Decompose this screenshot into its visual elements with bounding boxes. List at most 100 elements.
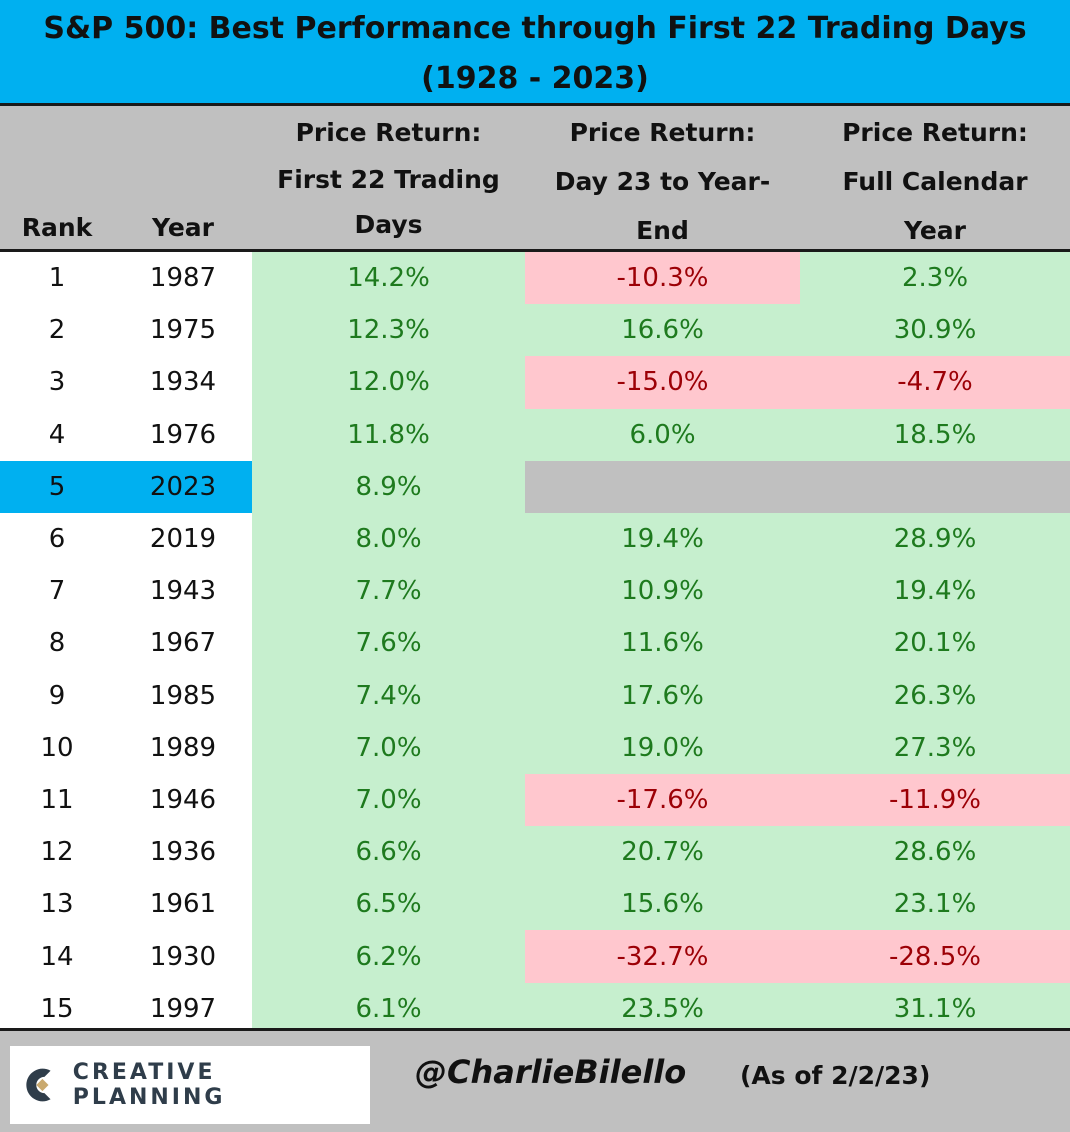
header-rank: Rank xyxy=(21,213,93,242)
cell-first22: 6.5% xyxy=(252,878,525,931)
cell-full: 27.3% xyxy=(800,721,1070,774)
table-row: 1 1987 14.2% -10.3% 2.3% xyxy=(0,252,1070,305)
table-row: 5 2023 8.9% xyxy=(0,460,1070,513)
cell-rank: 5 xyxy=(0,460,114,513)
cell-year: 1987 xyxy=(149,263,217,294)
cell-day23: 19.0% xyxy=(525,721,800,774)
table-row: 6 2019 8.0% 19.4% 28.9% xyxy=(0,512,1070,566)
cell-day23: 15.6% xyxy=(525,878,800,931)
table-row: 9 1985 7.4% 17.6% 26.3% xyxy=(0,669,1070,722)
cell-year: 1934 xyxy=(149,367,217,398)
cell-day23: -17.6% xyxy=(525,773,800,827)
table-row: 7 1943 7.7% 10.9% 19.4% xyxy=(0,565,1070,618)
cell-first22: 12.3% xyxy=(252,304,525,357)
cell-first22: 8.0% xyxy=(252,512,525,566)
table-row: 2 1975 12.3% 16.6% 30.9% xyxy=(0,304,1070,357)
cell-day23: 23.5% xyxy=(525,982,800,1035)
cell-full: 18.5% xyxy=(800,408,1070,461)
cell-rank: 14 xyxy=(40,941,74,972)
cell-year: 1930 xyxy=(149,941,217,972)
cell-year: 1985 xyxy=(149,680,217,711)
cell-rank: 4 xyxy=(48,419,66,450)
cell-full: 23.1% xyxy=(800,878,1070,931)
cell-year: 1946 xyxy=(149,784,217,815)
cell-year: 1976 xyxy=(149,419,217,450)
cell-rank: 13 xyxy=(40,889,74,920)
cell-full: 30.9% xyxy=(800,304,1070,357)
table-row: 3 1934 12.0% -15.0% -4.7% xyxy=(0,356,1070,409)
cell-day23: -32.7% xyxy=(525,930,800,983)
cell-first22: 6.2% xyxy=(252,930,525,983)
table-row: 14 1930 6.2% -32.7% -28.5% xyxy=(0,930,1070,983)
cell-rank: 6 xyxy=(48,524,66,555)
cell-rank: 2 xyxy=(48,315,66,346)
cell-first22: 12.0% xyxy=(252,356,525,409)
cell-first22: 7.0% xyxy=(252,773,525,827)
logo-mark-icon xyxy=(26,1068,51,1102)
cell-rank: 1 xyxy=(48,263,66,294)
cell-first22: 8.9% xyxy=(252,460,525,513)
twitter-handle: @CharlieBilello xyxy=(415,1053,687,1091)
cell-year: 1989 xyxy=(149,732,217,763)
cell-first22: 6.1% xyxy=(252,982,525,1035)
cell-year: 2023 xyxy=(114,460,252,513)
cell-rank: 10 xyxy=(40,732,74,763)
cell-first22: 7.0% xyxy=(252,721,525,774)
cell-day23: 16.6% xyxy=(525,304,800,357)
cell-day23: 10.9% xyxy=(525,565,800,618)
header-full: Price Return: Full Calendar Year xyxy=(842,118,1028,245)
cell-year: 2019 xyxy=(149,524,217,555)
footer: CREATIVE PLANNING @CharlieBilello (As of… xyxy=(0,1028,1070,1132)
cell-day23: 17.6% xyxy=(525,669,800,722)
as-of-date: (As of 2/2/23) xyxy=(740,1061,931,1090)
cell-rank: 15 xyxy=(40,993,74,1024)
cell-rank: 9 xyxy=(48,680,66,711)
header-row: Rank Year Price Return: First 22 Trading… xyxy=(0,106,1070,252)
cell-rank: 12 xyxy=(40,837,74,868)
cell-rank: 8 xyxy=(48,628,66,659)
cell-year: 1975 xyxy=(149,315,217,346)
table-row: 15 1997 6.1% 23.5% 31.1% xyxy=(0,982,1070,1035)
cell-full: 2.3% xyxy=(800,252,1070,305)
cell-first22: 7.7% xyxy=(252,565,525,618)
header-year: Year xyxy=(152,213,214,242)
title-bar: S&P 500: Best Performance through First … xyxy=(0,0,1070,106)
cell-rank: 3 xyxy=(48,367,66,398)
cell-first22: 7.6% xyxy=(252,617,525,670)
cell-day23: 11.6% xyxy=(525,617,800,670)
cell-full: 28.6% xyxy=(800,826,1070,879)
table-body: 1 1987 14.2% -10.3% 2.3% 2 1975 12.3% 16.6% 30.9%… xyxy=(0,252,1070,1035)
cell-day23: 20.7% xyxy=(525,826,800,879)
cell-full: 26.3% xyxy=(800,669,1070,722)
cell-year: 1961 xyxy=(149,889,217,920)
cell-full: -28.5% xyxy=(800,930,1070,983)
cell-day23 xyxy=(525,460,800,513)
cell-year: 1997 xyxy=(149,993,217,1024)
cell-full: 28.9% xyxy=(800,512,1070,566)
title-line-1: S&P 500: Best Performance through First … xyxy=(43,11,1027,46)
cell-first22: 6.6% xyxy=(252,826,525,879)
creative-planning-logo: CREATIVE PLANNING xyxy=(10,1046,370,1124)
cell-full: 19.4% xyxy=(800,565,1070,618)
cell-full xyxy=(800,460,1070,513)
table-row: 13 1961 6.5% 15.6% 23.1% xyxy=(0,878,1070,931)
cell-day23: 19.4% xyxy=(525,512,800,566)
cell-day23: -10.3% xyxy=(525,252,800,305)
header-day23: Price Return: Day 23 to Year- End xyxy=(554,118,771,245)
cell-year: 1967 xyxy=(149,628,217,659)
table-row: 4 1976 11.8% 6.0% 18.5% xyxy=(0,408,1070,461)
cell-first22: 7.4% xyxy=(252,669,525,722)
cell-first22: 14.2% xyxy=(252,252,525,305)
cell-full: 31.1% xyxy=(800,982,1070,1035)
cell-first22: 11.8% xyxy=(252,408,525,461)
cell-rank: 7 xyxy=(48,576,66,607)
table-row: 10 1989 7.0% 19.0% 27.3% xyxy=(0,721,1070,774)
title-line-2: (1928 - 2023) xyxy=(421,61,649,96)
cell-full: 20.1% xyxy=(800,617,1070,670)
cell-day23: -15.0% xyxy=(525,356,800,409)
table-row: 12 1936 6.6% 20.7% 28.6% xyxy=(0,826,1070,879)
cell-day23: 6.0% xyxy=(525,408,800,461)
logo-text: CREATIVE PLANNING xyxy=(72,1060,226,1110)
cell-full: -11.9% xyxy=(800,773,1070,827)
